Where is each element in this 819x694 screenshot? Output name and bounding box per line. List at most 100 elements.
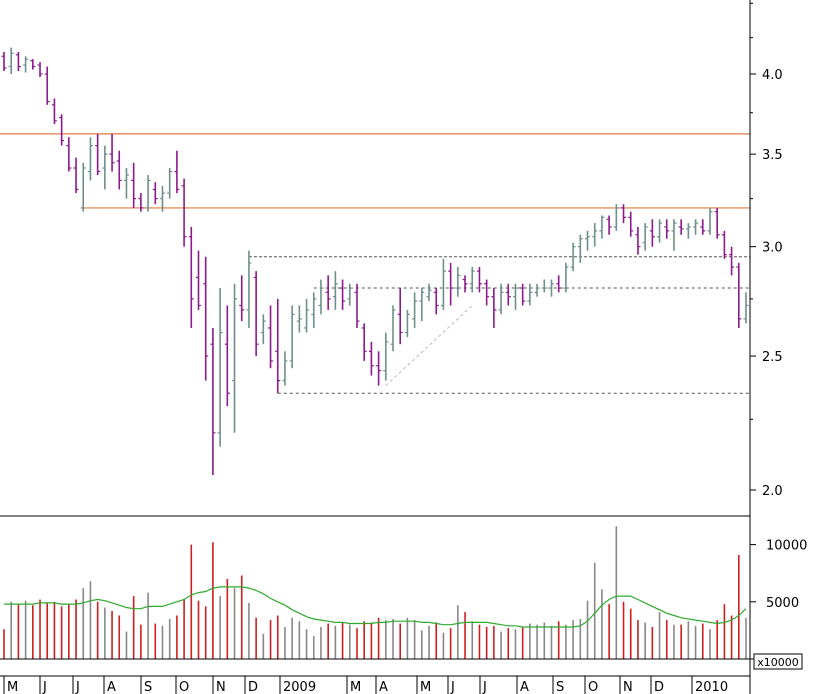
ohlc-bar bbox=[743, 292, 749, 324]
ohlc-bar bbox=[383, 332, 389, 381]
ohlc-bar bbox=[145, 175, 151, 212]
ohlc-bar bbox=[642, 223, 648, 251]
ohlc-bar bbox=[635, 226, 641, 255]
ohlc-bar bbox=[628, 211, 634, 237]
ohlc-bar bbox=[260, 314, 266, 345]
ohlc-bar bbox=[275, 298, 281, 394]
volume-tick-label: 5000 bbox=[766, 596, 799, 611]
ohlc-bar bbox=[73, 157, 79, 194]
ohlc-bar bbox=[455, 267, 461, 297]
price-tick-label: 2.5 bbox=[762, 350, 783, 365]
ohlc-bar bbox=[700, 219, 706, 235]
ohlc-bar bbox=[462, 275, 468, 293]
ohlc-bar bbox=[196, 250, 202, 310]
ohlc-bar bbox=[51, 98, 57, 125]
volume-moving-average-line bbox=[4, 586, 747, 628]
ohlc-bar bbox=[296, 305, 302, 333]
ohlc-bar bbox=[318, 279, 324, 315]
ohlc-bar bbox=[729, 246, 735, 276]
ohlc-bar bbox=[87, 137, 93, 181]
time-tick-label: J bbox=[450, 680, 455, 694]
ohlc-bar bbox=[570, 242, 576, 272]
ohlc-bar bbox=[159, 185, 165, 212]
ohlc-bar bbox=[512, 283, 518, 310]
ohlc-bar bbox=[152, 182, 158, 205]
ohlc-bar bbox=[8, 47, 14, 74]
ohlc-bar bbox=[440, 258, 446, 310]
ohlc-bar bbox=[404, 309, 410, 338]
ohlc-bar bbox=[340, 279, 346, 310]
ohlc-bar bbox=[239, 275, 245, 322]
ohlc-bar bbox=[123, 168, 129, 199]
ohlc-bar bbox=[556, 275, 562, 293]
price-tick-label: 4.0 bbox=[762, 68, 783, 83]
ohlc-bar bbox=[361, 323, 367, 361]
price-axis: 4.0 3.5 3.0 2.5 2.0 bbox=[750, 2, 783, 499]
time-tick-label: J bbox=[482, 680, 487, 694]
volume-tick-label: 10000 bbox=[766, 539, 807, 554]
ohlc-bar bbox=[606, 215, 612, 235]
ohlc-bar bbox=[397, 288, 403, 345]
ohlc-bar bbox=[217, 288, 223, 447]
ohlc-bar bbox=[332, 271, 338, 310]
ohlc-bar bbox=[246, 250, 252, 328]
time-tick-label: S bbox=[144, 680, 152, 694]
ohlc-bar bbox=[505, 283, 511, 306]
ohlc-bar bbox=[721, 230, 727, 259]
ohlc-bar bbox=[426, 283, 432, 302]
ohlc-bar bbox=[657, 219, 663, 243]
ohlc-bar bbox=[347, 283, 353, 306]
ohlc-bar bbox=[448, 262, 454, 306]
ohlc-bar bbox=[664, 219, 670, 239]
ohlc-bar bbox=[412, 292, 418, 328]
time-tick-label: M bbox=[350, 680, 361, 694]
price-tick-label: 2.0 bbox=[762, 484, 783, 499]
ohlc-bar bbox=[613, 204, 619, 231]
time-tick-label: N bbox=[623, 680, 633, 694]
ohlc-bar bbox=[102, 145, 108, 190]
trend-line bbox=[385, 305, 473, 386]
ohlc-bar bbox=[599, 215, 605, 239]
ohlc-bar bbox=[95, 133, 101, 176]
ohlc-bar bbox=[368, 341, 374, 376]
ohlc-bar bbox=[541, 279, 547, 293]
ohlc-bar bbox=[203, 256, 209, 381]
ohlc-bar bbox=[563, 262, 569, 293]
ohlc-bar bbox=[693, 219, 699, 235]
ohlc-bar bbox=[109, 133, 115, 172]
ohlc-bar bbox=[15, 51, 21, 72]
ohlc-bar bbox=[476, 267, 482, 293]
ohlc-bar bbox=[484, 279, 490, 306]
ohlc-bar bbox=[268, 305, 274, 369]
time-tick-label: M bbox=[7, 680, 18, 694]
time-tick-label: D bbox=[248, 680, 258, 694]
time-tick-label: M bbox=[420, 680, 431, 694]
ohlc-bar bbox=[325, 275, 331, 310]
ohlc-bar bbox=[671, 219, 677, 251]
ohlc-bar bbox=[678, 219, 684, 235]
ohlc-bar bbox=[592, 223, 598, 247]
ohlc-bar bbox=[23, 56, 29, 73]
ohlc-bar bbox=[736, 262, 742, 328]
volume-unit-label: x10000 bbox=[757, 656, 799, 669]
ohlc-bar bbox=[621, 204, 627, 224]
ohlc-bar bbox=[30, 59, 36, 70]
ohlc-bar bbox=[44, 66, 50, 105]
price-ohlc-bars bbox=[1, 47, 749, 476]
time-tick-label: 2009 bbox=[283, 680, 316, 694]
time-tick-label: N bbox=[216, 680, 226, 694]
ohlc-bar bbox=[59, 114, 65, 146]
time-tick-label: J bbox=[75, 680, 80, 694]
ohlc-bar bbox=[707, 207, 713, 235]
ohlc-bar bbox=[116, 150, 122, 190]
price-tick-label: 3.5 bbox=[762, 148, 783, 163]
ohlc-bar bbox=[282, 351, 288, 386]
ohlc-bar bbox=[80, 162, 86, 212]
ohlc-bar bbox=[210, 327, 216, 476]
ohlc-bar bbox=[376, 351, 382, 386]
ohlc-bar bbox=[548, 279, 554, 297]
time-tick-label: O bbox=[179, 680, 189, 694]
ohlc-bar bbox=[304, 298, 310, 333]
ohlc-bar bbox=[232, 283, 238, 433]
